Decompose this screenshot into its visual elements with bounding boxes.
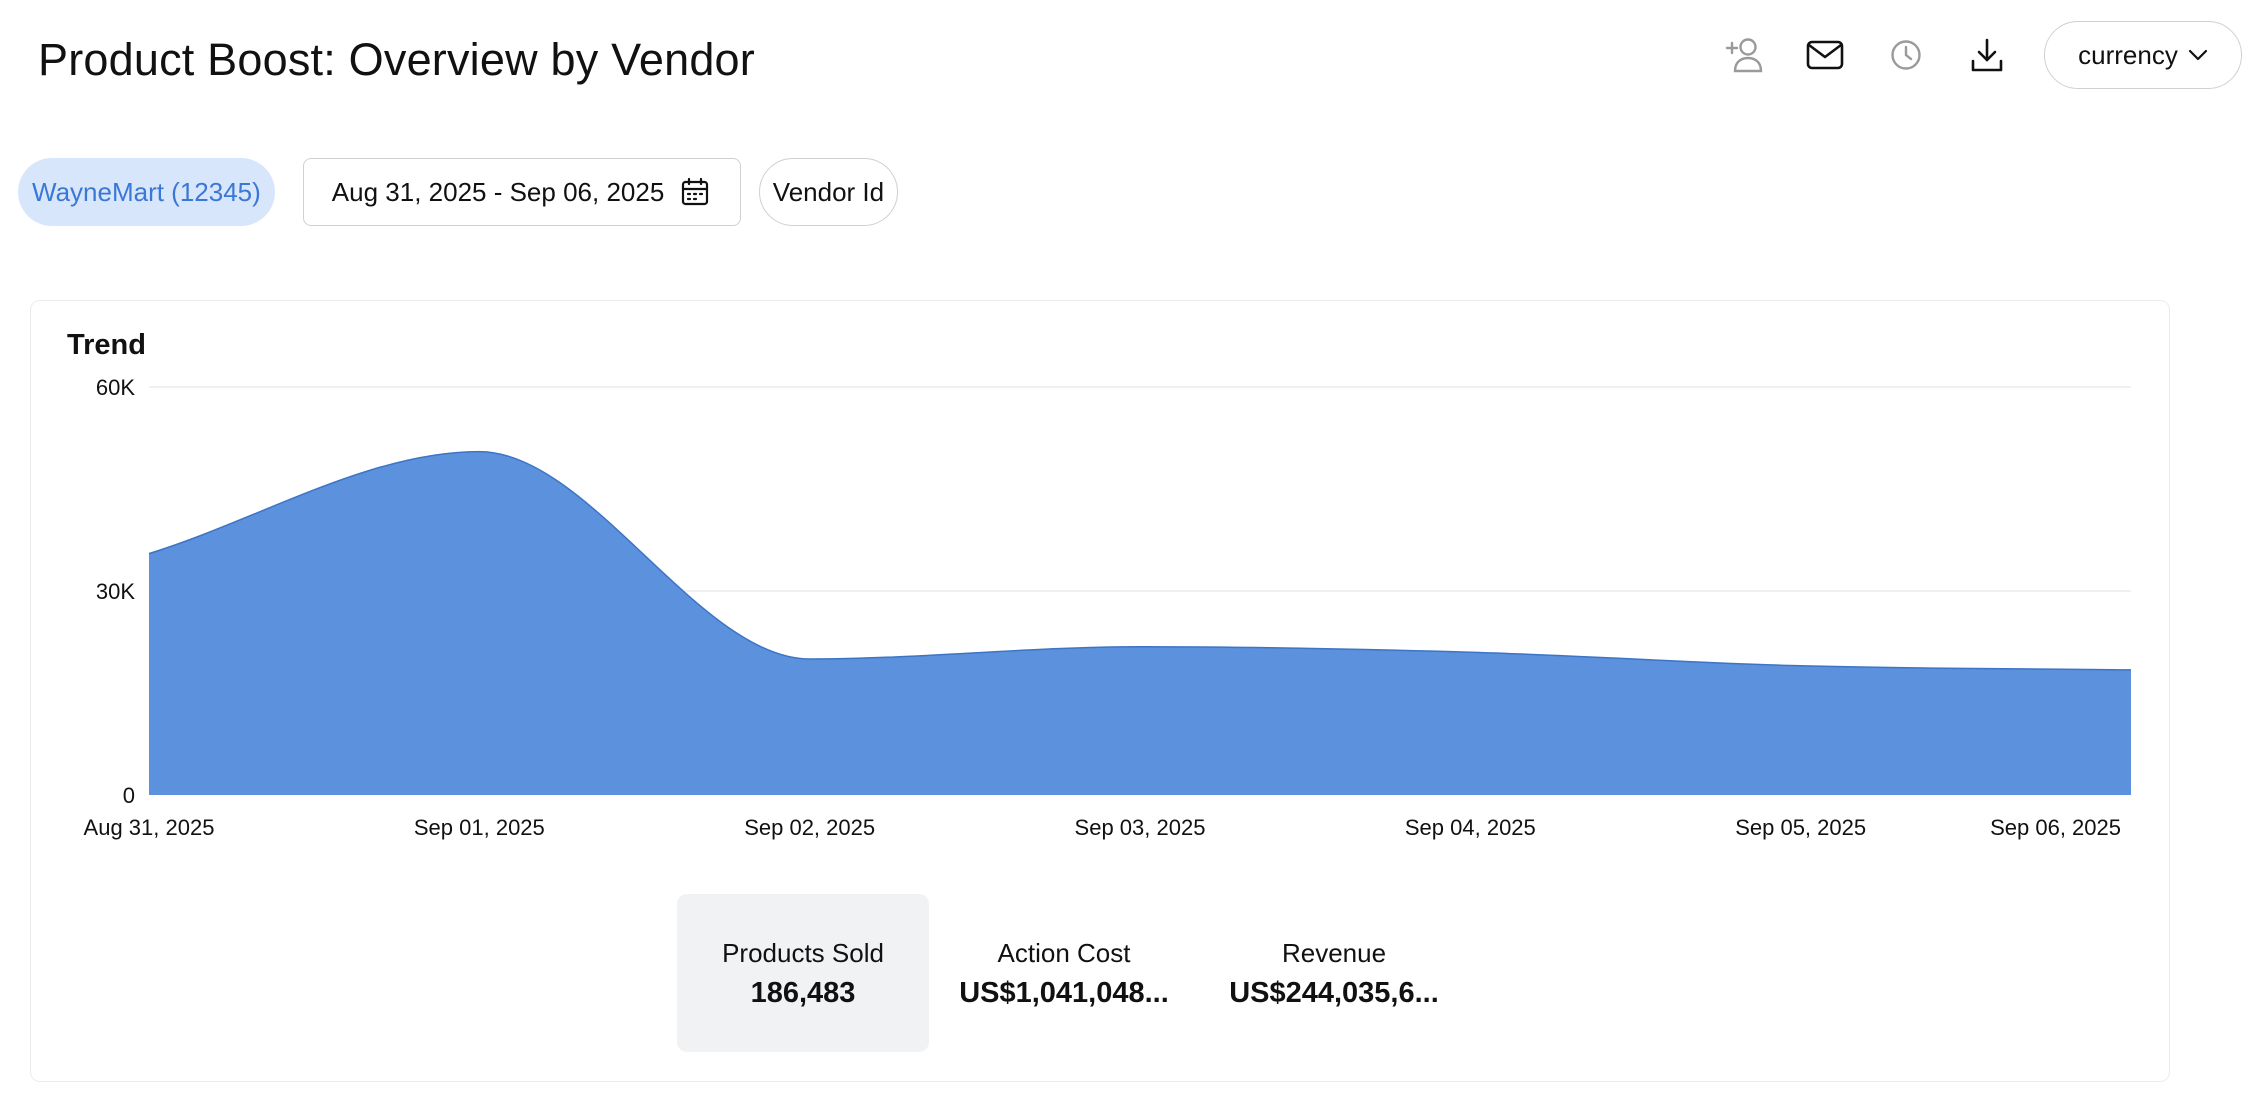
series-line [148, 450, 2132, 671]
schedule-button[interactable] [1878, 27, 1934, 83]
x-axis: Aug 31, 2025 Sep 01, 2025 Sep 02, 2025 Sep … [84, 815, 2121, 840]
trend-chart: 0 30K 60K Aug 31, 2025 Sep 01, 2025 Sep 02, … [84, 375, 2132, 840]
metric-tabs: Products Sold 186,483 Action Cost US$1,0… [677, 894, 1469, 1052]
chevron-down-icon [2188, 49, 2207, 61]
calendar-icon [682, 177, 709, 206]
trend-card: Trend 0 30K 60K Aug 31, 2025 Sep 01, 2025 Se… [30, 300, 2170, 1082]
card-title: Trend [67, 329, 146, 361]
x-tick-label: Sep 02, 2025 [744, 815, 875, 840]
metric-value: US$1,041,048... [959, 977, 1169, 1009]
x-tick-label: Sep 04, 2025 [1405, 815, 1536, 840]
area-fill [149, 451, 2131, 795]
email-button[interactable] [1797, 27, 1853, 83]
x-tick-label: Sep 01, 2025 [414, 815, 545, 840]
metric-value: 186,483 [750, 977, 856, 1009]
currency-select[interactable]: currency [2044, 21, 2242, 89]
vendor-id-filter-chip[interactable]: Vendor Id [758, 158, 899, 226]
metric-label: Revenue [1281, 938, 1387, 968]
y-axis: 0 30K 60K [96, 375, 135, 808]
clock-icon [1891, 40, 1921, 70]
x-tick-label: Aug 31, 2025 [84, 815, 215, 840]
x-tick-label: Sep 03, 2025 [1075, 815, 1206, 840]
y-tick-label: 60K [96, 375, 135, 400]
y-tick-label: 30K [96, 579, 135, 604]
x-tick-label: Sep 06, 2025 [1990, 815, 2121, 840]
metric-label: Action Cost [997, 938, 1131, 968]
download-icon [1971, 38, 2003, 72]
share-user-button[interactable] [1716, 27, 1772, 83]
page-title: Product Boost: Overview by Vendor [38, 34, 755, 85]
metric-tab[interactable]: Revenue US$244,035,6... [1199, 894, 1469, 1052]
vendor-filter-chip[interactable]: WayneMart (12345) [18, 158, 275, 226]
filter-bar: WayneMart (12345) Aug 31, 2025 - Sep 06,… [18, 158, 899, 226]
toolbar: currency [1716, 20, 2242, 90]
download-button[interactable] [1959, 27, 2015, 83]
metric-tab[interactable]: Action Cost US$1,041,048... [929, 894, 1199, 1052]
y-tick-label: 0 [123, 783, 135, 808]
x-tick-label: Sep 05, 2025 [1735, 815, 1866, 840]
metric-label: Products Sold [722, 938, 884, 968]
date-range-label: Aug 31, 2025 - Sep 06, 2025 [331, 176, 665, 207]
area-series [148, 450, 2132, 795]
currency-label: currency [2078, 39, 2178, 70]
metric-value: US$244,035,6... [1229, 977, 1439, 1009]
mail-icon [1806, 40, 1844, 70]
add-user-icon [1725, 38, 1763, 73]
metric-tab[interactable]: Products Sold 186,483 [677, 894, 929, 1052]
date-range-picker[interactable]: Aug 31, 2025 - Sep 06, 2025 [302, 158, 741, 226]
